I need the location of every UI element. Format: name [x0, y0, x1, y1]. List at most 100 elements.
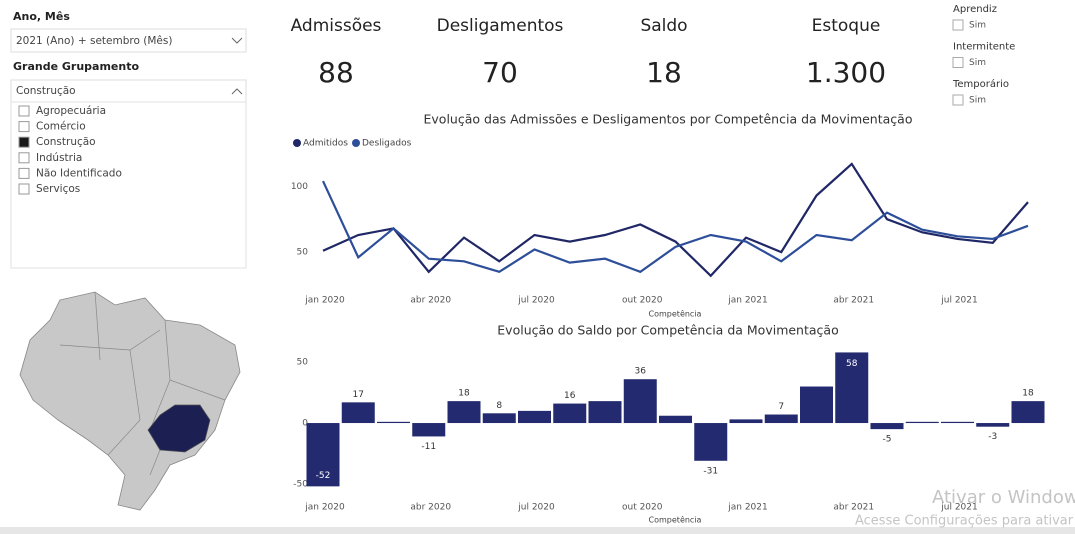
chart-title: Evolução das Admissões e Desligamentos p… — [424, 112, 913, 127]
data-label: -3 — [988, 432, 997, 442]
data-label: 17 — [353, 390, 364, 400]
kpi-value: 1.300 — [806, 56, 886, 89]
kpi-label: Desligamentos — [437, 16, 564, 36]
bar — [553, 403, 587, 424]
toggle-label: Aprendiz — [953, 4, 997, 15]
bar — [482, 413, 516, 424]
data-label: -52 — [316, 471, 331, 481]
bar — [694, 423, 728, 461]
checkbox[interactable] — [18, 136, 30, 148]
bar — [518, 410, 551, 424]
option-label: Não Identificado — [36, 167, 122, 179]
bar — [377, 421, 410, 424]
checkbox[interactable] — [18, 105, 30, 117]
x-tick-label: abr 2021 — [833, 503, 874, 513]
y-tick-label: 100 — [291, 182, 308, 192]
checkbox[interactable] — [18, 167, 30, 179]
bar — [729, 419, 763, 424]
bar — [588, 401, 622, 424]
bar — [941, 421, 974, 424]
toggle-option: Sim — [969, 21, 986, 31]
option-label: Serviços — [36, 183, 80, 195]
kpi-value: 88 — [318, 56, 354, 89]
x-tick-label: jan 2020 — [304, 296, 345, 306]
y-tick-label: 0 — [302, 419, 308, 429]
x-tick-label: out 2020 — [622, 503, 663, 513]
bar — [835, 352, 869, 424]
bar — [412, 423, 446, 437]
x-tick-label: abr 2021 — [833, 296, 874, 306]
bar — [659, 415, 692, 424]
kpi-value: 70 — [482, 56, 518, 89]
map — [19, 291, 241, 511]
x-axis-title: Competência — [649, 309, 702, 319]
line — [322, 180, 1029, 274]
kpi-label: Saldo — [640, 16, 687, 36]
x-tick-label: jul 2020 — [517, 296, 555, 306]
x-tick-label: abr 2020 — [410, 296, 451, 306]
legend-marker — [293, 139, 301, 147]
chart-title: Evolução do Saldo por Competência da Mov… — [497, 323, 838, 338]
chevron — [231, 37, 243, 44]
x-tick-label: jan 2020 — [304, 503, 345, 513]
bar — [447, 401, 481, 424]
x-tick-label: jan 2021 — [727, 296, 768, 306]
filter-label: Ano, Mês — [13, 10, 70, 23]
bar — [1011, 401, 1045, 424]
bar — [870, 423, 904, 430]
data-label: -11 — [421, 442, 436, 452]
toggle-option: Sim — [969, 58, 986, 68]
chevron — [231, 88, 243, 95]
x-tick-label: jul 2021 — [940, 503, 977, 513]
state-border — [59, 291, 226, 476]
legend-marker — [352, 139, 360, 147]
y-tick-label: -50 — [293, 479, 308, 489]
data-label: 16 — [564, 391, 576, 401]
country — [19, 291, 241, 511]
option-label: Comércio — [36, 121, 86, 133]
checkbox[interactable] — [18, 121, 30, 133]
bar — [905, 421, 939, 424]
y-tick-label: 50 — [297, 248, 309, 258]
bar — [341, 402, 375, 424]
kpi-label: Estoque — [812, 16, 881, 36]
option-list — [10, 101, 247, 269]
option-label: Indústria — [36, 152, 82, 164]
checkbox[interactable] — [18, 183, 30, 195]
option-label: Agropecuária — [36, 105, 106, 117]
data-label: 36 — [635, 367, 647, 377]
dropdown[interactable] — [10, 28, 247, 53]
dropdown-value: Construção — [16, 85, 76, 97]
filter-label: Grande Grupamento — [13, 60, 139, 73]
bar — [306, 423, 340, 487]
y-tick-label: 50 — [297, 358, 309, 368]
data-label: -31 — [703, 466, 718, 476]
kpi-label: Admissões — [291, 16, 382, 36]
data-label: 8 — [496, 401, 502, 411]
checkbox[interactable] — [952, 57, 964, 68]
toggle-label: Intermitente — [953, 42, 1015, 53]
bar — [800, 386, 833, 424]
data-label: 18 — [458, 389, 470, 399]
bar — [976, 423, 1010, 427]
legend-label: Admitidos — [303, 139, 348, 149]
bottom-bar — [0, 527, 1075, 534]
checkbox[interactable] — [18, 152, 30, 164]
data-label: 7 — [778, 402, 784, 412]
bar — [623, 379, 657, 424]
option-label: Construção — [36, 136, 96, 148]
checkbox[interactable] — [952, 19, 964, 31]
legend-label: Desligados — [362, 139, 412, 149]
bar — [764, 414, 798, 424]
watermark-title: Ativar o Windows — [932, 487, 1075, 508]
x-tick-label: jul 2021 — [940, 296, 977, 306]
watermark-subtitle: Acesse Configurações para ativar — [855, 514, 1074, 529]
toggle-option: Sim — [969, 96, 986, 106]
state-highlight — [147, 404, 211, 453]
x-tick-label: jan 2021 — [727, 503, 768, 513]
x-tick-label: jul 2020 — [517, 503, 555, 513]
data-label: 18 — [1022, 389, 1034, 399]
x-tick-label: out 2020 — [622, 296, 663, 306]
checkbox[interactable] — [952, 94, 964, 106]
